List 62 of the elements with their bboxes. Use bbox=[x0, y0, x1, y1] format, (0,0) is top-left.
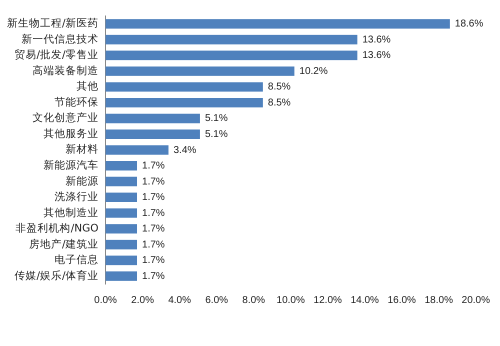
bar bbox=[106, 130, 200, 139]
y-tick-label: 其他服务业 bbox=[44, 126, 99, 140]
data-label: 13.6% bbox=[362, 34, 391, 46]
bar bbox=[106, 161, 138, 170]
x-tick-label: 14.0% bbox=[350, 294, 380, 306]
x-tick-label: 8.0% bbox=[242, 294, 266, 306]
x-tick-label: 18.0% bbox=[424, 294, 454, 306]
x-tick-label: 16.0% bbox=[388, 294, 416, 306]
bar bbox=[106, 256, 138, 266]
y-tick-label: 文化创意产业 bbox=[32, 111, 99, 124]
bar bbox=[106, 240, 138, 250]
y-tick-label: 电子信息 bbox=[54, 253, 99, 266]
y-tick-label: 贸易/批发/零售业 bbox=[14, 48, 99, 62]
y-tick-label: 房地产/建筑业 bbox=[28, 237, 99, 250]
bar bbox=[106, 176, 138, 186]
x-tick-label: 12.0% bbox=[314, 294, 342, 306]
bar bbox=[106, 66, 294, 76]
y-tick-label: 新生物工程/新医药 bbox=[6, 16, 99, 30]
data-label: 8.5% bbox=[268, 97, 291, 108]
data-label: 10.2% bbox=[299, 66, 328, 77]
bar bbox=[106, 98, 263, 108]
bar bbox=[106, 145, 168, 155]
x-tick-label: 0.0% bbox=[94, 294, 118, 306]
y-tick-label: 非盈利机构/NGO bbox=[16, 222, 99, 235]
data-label: 8.5% bbox=[268, 82, 291, 93]
y-tick-label: 传媒/娱乐/体育业 bbox=[14, 268, 99, 282]
data-label: 1.7% bbox=[142, 160, 165, 172]
x-tick-label: 20.0% bbox=[462, 294, 490, 306]
data-label: 1.7% bbox=[142, 224, 165, 235]
bar bbox=[106, 50, 358, 60]
data-label: 5.1% bbox=[204, 128, 228, 140]
bar bbox=[106, 208, 138, 218]
data-label: 5.1% bbox=[204, 113, 228, 124]
data-label: 1.7% bbox=[142, 270, 165, 282]
x-tick-label: 10.0% bbox=[276, 294, 305, 306]
data-label: 18.6% bbox=[454, 18, 484, 30]
y-tick-label: 洗涤行业 bbox=[54, 190, 99, 204]
y-tick-label: 其他 bbox=[76, 80, 99, 93]
data-label: 1.7% bbox=[142, 176, 165, 188]
data-label: 1.7% bbox=[142, 255, 165, 266]
y-tick-label: 高端装备制造 bbox=[32, 64, 99, 77]
data-label: 1.7% bbox=[142, 192, 165, 204]
data-label: 1.7% bbox=[142, 208, 165, 219]
y-tick-label: 其他制造业 bbox=[44, 206, 99, 219]
bar bbox=[106, 224, 138, 234]
data-label: 13.6% bbox=[362, 50, 391, 62]
bar bbox=[106, 114, 200, 124]
y-tick-label: 新材料 bbox=[66, 142, 99, 156]
x-tick-label: 2.0% bbox=[131, 294, 154, 306]
bar bbox=[106, 82, 263, 92]
data-label: 3.4% bbox=[173, 144, 196, 156]
bar bbox=[106, 34, 358, 44]
bar bbox=[106, 19, 450, 29]
bar bbox=[106, 192, 138, 202]
data-label: 1.7% bbox=[142, 239, 165, 250]
y-tick-label: 节能环保 bbox=[54, 95, 99, 108]
bar bbox=[106, 271, 138, 281]
y-tick-label: 新能源汽车 bbox=[44, 158, 99, 172]
x-tick-label: 6.0% bbox=[205, 294, 228, 306]
y-tick-label: 新能源 bbox=[66, 174, 99, 188]
x-tick-label: 4.0% bbox=[168, 294, 192, 306]
y-tick-label: 新一代信息技术 bbox=[22, 32, 99, 46]
